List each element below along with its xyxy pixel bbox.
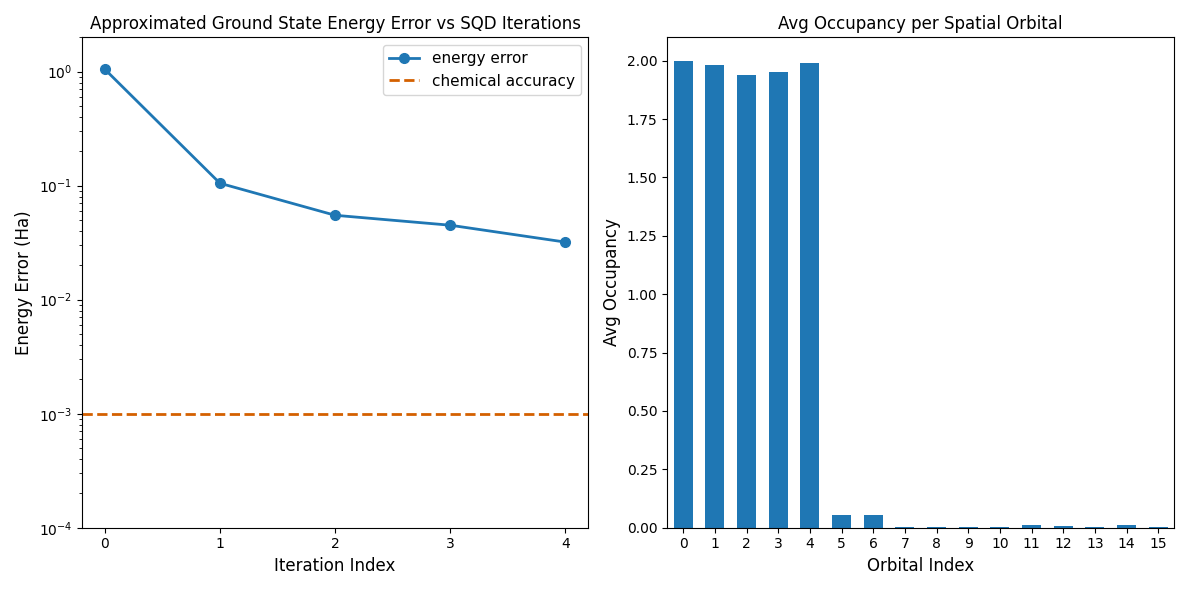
Y-axis label: Avg Occupancy: Avg Occupancy	[603, 218, 622, 346]
X-axis label: Iteration Index: Iteration Index	[275, 557, 396, 575]
Bar	[800, 63, 819, 527]
Bar	[705, 65, 724, 527]
energy error	[558, 238, 572, 245]
energy error	[443, 222, 458, 229]
Bar	[737, 75, 756, 527]
Bar	[863, 515, 882, 527]
Bar	[832, 515, 851, 527]
Legend: energy error, chemical accuracy: energy error, chemical accuracy	[383, 45, 580, 95]
Bar	[1116, 525, 1135, 527]
energy error	[328, 212, 342, 219]
Bar	[769, 73, 788, 527]
Title: Avg Occupancy per Spatial Orbital: Avg Occupancy per Spatial Orbital	[779, 15, 1063, 33]
Bar	[1053, 526, 1072, 527]
Line: energy error: energy error	[100, 64, 571, 247]
chemical accuracy	[213, 410, 227, 417]
X-axis label: Orbital Index: Orbital Index	[867, 557, 974, 575]
chemical accuracy	[97, 410, 112, 417]
energy error	[97, 65, 112, 73]
energy error	[213, 180, 227, 187]
Title: Approximated Ground State Energy Error vs SQD Iterations: Approximated Ground State Energy Error v…	[89, 15, 580, 33]
Y-axis label: Energy Error (Ha): Energy Error (Ha)	[15, 210, 33, 355]
Bar	[674, 61, 693, 527]
Bar	[1023, 525, 1042, 527]
